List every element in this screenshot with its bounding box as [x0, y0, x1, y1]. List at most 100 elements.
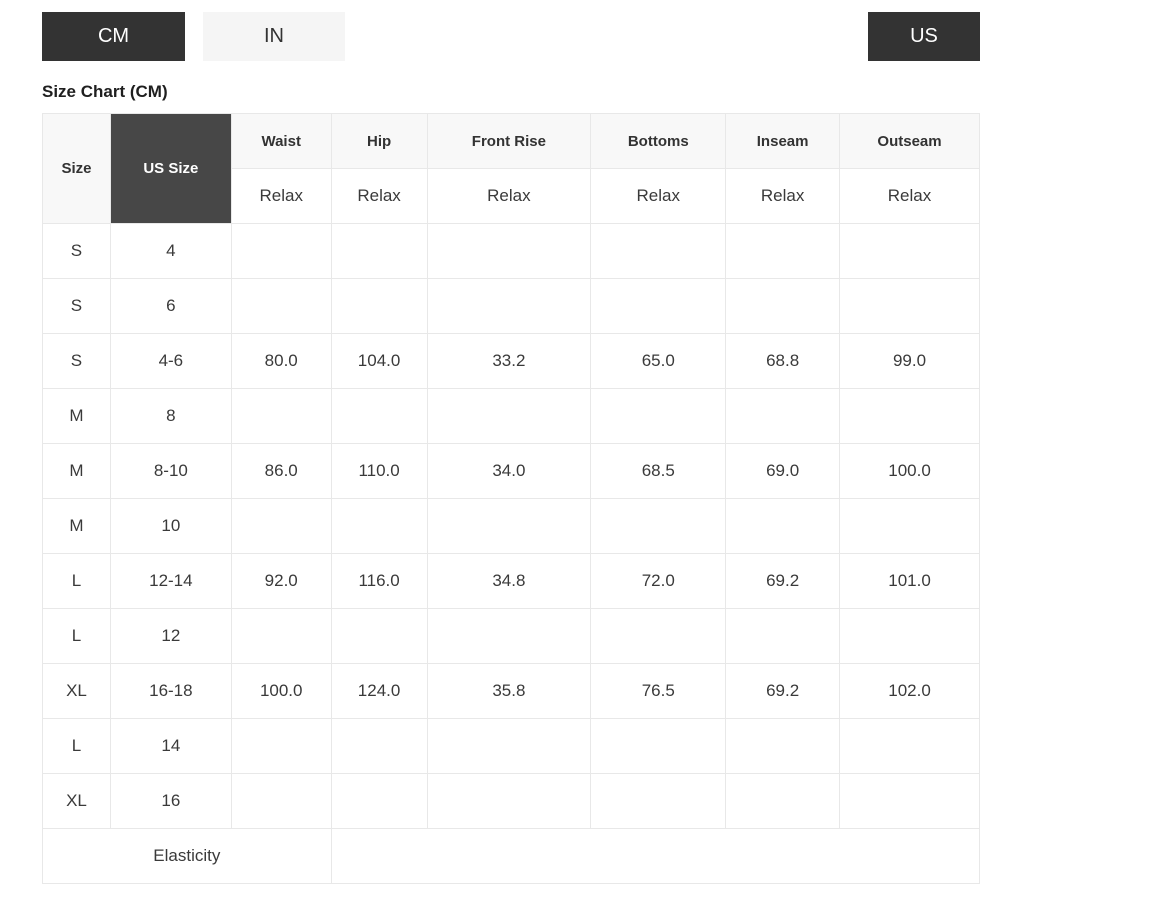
table-header: Size US Size Waist Hip Front Rise Bottom…: [42, 113, 980, 224]
waist-cell: [230, 773, 332, 829]
header-row-measures: Size US Size Waist Hip Front Rise Bottom…: [42, 113, 980, 224]
front-rise-cell: [426, 498, 592, 554]
size-cell: XL: [42, 773, 111, 829]
bottoms-cell: [590, 498, 727, 554]
us-size-cell: 16: [109, 773, 232, 829]
header-inseam: Inseam: [725, 113, 841, 169]
hip-cell: 110.0: [330, 443, 428, 499]
bottoms-cell: [590, 718, 727, 774]
outseam-cell: 99.0: [839, 333, 980, 389]
table-body: S 4 S 6 S 4-6 80: [42, 223, 981, 884]
hip-cell: [330, 388, 428, 444]
unit-toggle-cm-button[interactable]: CM: [42, 12, 185, 61]
inseam-cell: 68.8: [725, 333, 841, 389]
us-size-cell: 12-14: [109, 553, 232, 609]
table-row: XL 16: [42, 773, 980, 829]
outseam-cell: 100.0: [839, 443, 980, 499]
size-cell: M: [42, 388, 111, 444]
inseam-cell: 69.2: [725, 663, 841, 719]
us-size-cell: 14: [109, 718, 232, 774]
header-hip: Hip: [330, 113, 428, 169]
waist-cell: [230, 278, 332, 334]
header-waist: Waist: [230, 113, 332, 169]
bottoms-cell: 72.0: [590, 553, 727, 609]
hip-cell: 104.0: [330, 333, 428, 389]
us-size-cell: 10: [109, 498, 232, 554]
bottoms-cell: 76.5: [590, 663, 727, 719]
us-size-cell: 6: [109, 278, 232, 334]
inseam-cell: [725, 223, 841, 279]
table-row: M 10: [42, 498, 980, 554]
bottoms-cell: [590, 278, 727, 334]
table-row: L 12-14 92.0 116.0 34.8 72.0 69.2 101.0: [42, 553, 980, 609]
front-rise-cell: 34.8: [426, 553, 592, 609]
bottoms-cell: [590, 223, 727, 279]
table-row: L 14: [42, 718, 980, 774]
front-rise-cell: 33.2: [426, 333, 592, 389]
hip-cell: [330, 223, 428, 279]
front-rise-cell: [426, 608, 592, 664]
waist-cell: 100.0: [230, 663, 332, 719]
header-row-fit: Relax Relax Relax Relax Relax Relax: [43, 168, 980, 224]
outseam-cell: [839, 278, 980, 334]
outseam-cell: [839, 718, 980, 774]
elasticity-value: [330, 828, 981, 884]
inseam-cell: 69.0: [725, 443, 841, 499]
fit-cell-outseam: Relax: [839, 168, 980, 224]
outseam-cell: [839, 223, 980, 279]
waist-cell: [230, 718, 332, 774]
size-cell: M: [42, 443, 111, 499]
fit-cell-hip: Relax: [330, 168, 428, 224]
header-front-rise: Front Rise: [426, 113, 592, 169]
header-us-size: US Size: [109, 113, 232, 224]
waist-cell: 86.0: [230, 443, 332, 499]
us-size-cell: 8-10: [109, 443, 232, 499]
front-rise-cell: [426, 718, 592, 774]
inseam-cell: [725, 608, 841, 664]
toggle-bar: CM IN US: [42, 12, 980, 61]
table-row: L 12: [42, 608, 980, 664]
us-size-cell: 16-18: [109, 663, 232, 719]
front-rise-cell: [426, 278, 592, 334]
bottoms-cell: [590, 388, 727, 444]
unit-toggle-in-button[interactable]: IN: [203, 12, 345, 61]
us-size-cell: 4-6: [109, 333, 232, 389]
fit-cell-front-rise: Relax: [426, 168, 592, 224]
size-cell: XL: [42, 663, 111, 719]
waist-cell: 80.0: [230, 333, 332, 389]
inseam-cell: [725, 773, 841, 829]
inseam-cell: [725, 498, 841, 554]
hip-cell: [330, 608, 428, 664]
outseam-cell: [839, 498, 980, 554]
fit-cell-inseam: Relax: [725, 168, 841, 224]
outseam-cell: 101.0: [839, 553, 980, 609]
bottoms-cell: [590, 608, 727, 664]
us-size-cell: 12: [109, 608, 232, 664]
fit-cell-bottoms: Relax: [590, 168, 727, 224]
table-row: M 8: [42, 388, 980, 444]
hip-cell: [330, 718, 428, 774]
region-toggle-us-button[interactable]: US: [868, 12, 980, 61]
table-row: M 8-10 86.0 110.0 34.0 68.5 69.0 100.0: [42, 443, 980, 499]
bottoms-cell: 65.0: [590, 333, 727, 389]
outseam-cell: [839, 773, 980, 829]
hip-cell: [330, 498, 428, 554]
size-chart-title: Size Chart (CM): [42, 82, 168, 101]
size-cell: M: [42, 498, 111, 554]
us-size-cell: 8: [109, 388, 232, 444]
elasticity-row: Elasticity: [42, 828, 981, 884]
outseam-cell: 102.0: [839, 663, 980, 719]
hip-cell: 124.0: [330, 663, 428, 719]
inseam-cell: 69.2: [725, 553, 841, 609]
waist-cell: [230, 388, 332, 444]
front-rise-cell: [426, 223, 592, 279]
table-row: S 4-6 80.0 104.0 33.2 65.0 68.8 99.0: [42, 333, 980, 389]
us-size-cell: 4: [109, 223, 232, 279]
waist-cell: [230, 608, 332, 664]
inseam-cell: [725, 388, 841, 444]
waist-cell: 92.0: [230, 553, 332, 609]
header-size: Size: [42, 113, 111, 224]
hip-cell: [330, 773, 428, 829]
table-row: S 6: [42, 278, 980, 334]
inseam-cell: [725, 278, 841, 334]
